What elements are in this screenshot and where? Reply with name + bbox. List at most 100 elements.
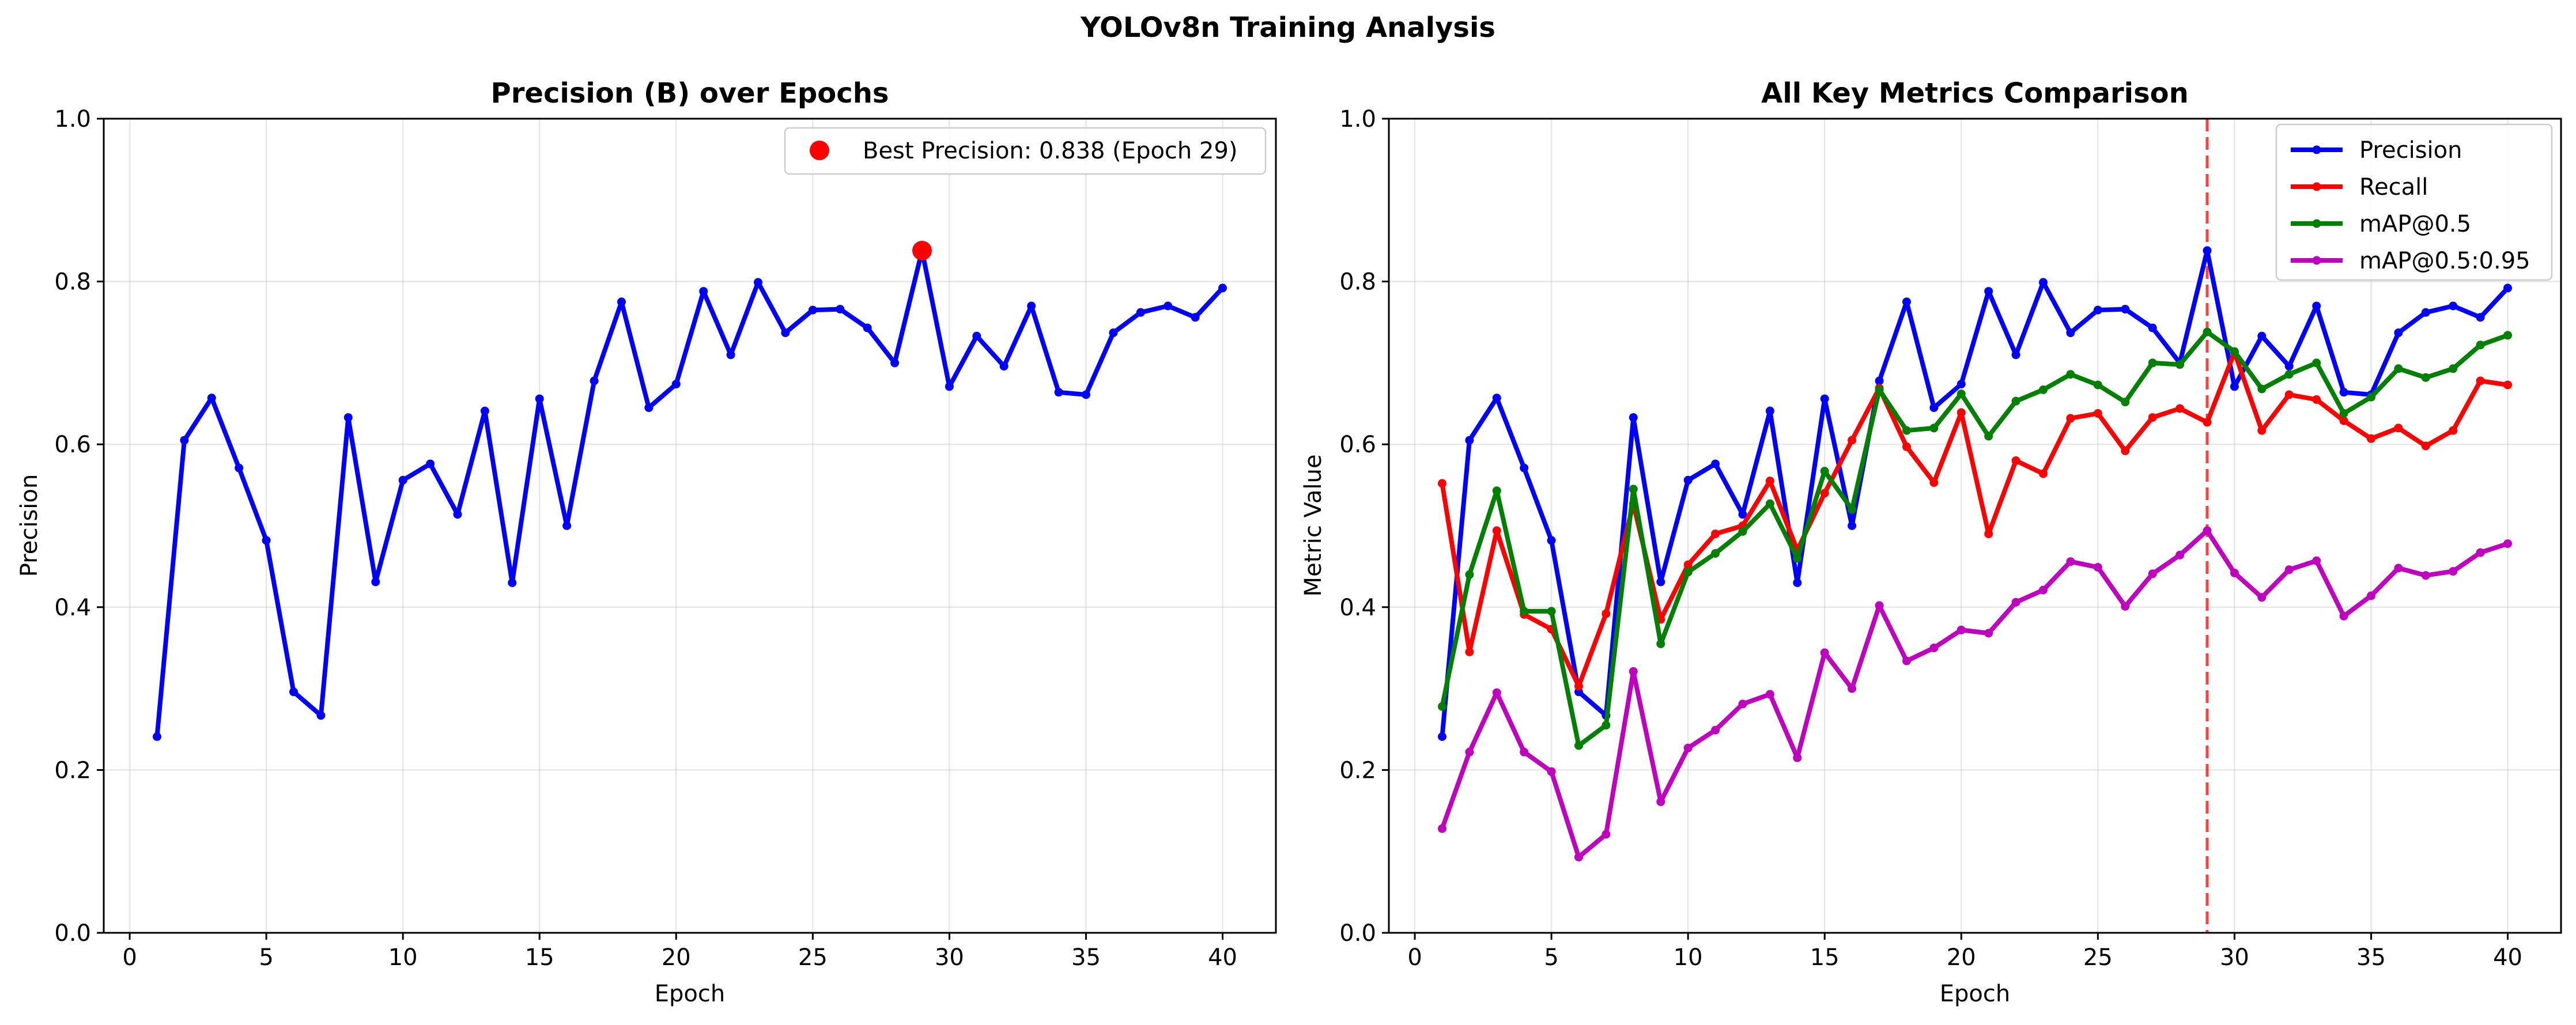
data-point-precision xyxy=(562,521,572,530)
precision-x-tick-label: 20 xyxy=(662,944,691,971)
data-point-map-0-5 xyxy=(1656,639,1665,648)
data-point-map-0-5 xyxy=(1793,554,1802,563)
best-precision-legend-marker xyxy=(810,141,829,160)
data-point-recall xyxy=(2449,426,2458,435)
data-point-recall xyxy=(2503,380,2512,389)
data-point-recall xyxy=(2367,434,2375,443)
metrics-x-tick-label: 5 xyxy=(1544,944,1558,971)
data-point-map-0-5-0-95 xyxy=(1738,699,1747,709)
data-point-precision xyxy=(398,475,407,485)
data-point-precision xyxy=(235,463,244,472)
data-point-precision xyxy=(1191,313,1200,322)
data-point-recall xyxy=(1574,682,1583,691)
data-point-map-0-5-0-95 xyxy=(2449,567,2458,576)
data-point-recall xyxy=(1984,529,1993,539)
data-point-precision xyxy=(2011,350,2020,360)
data-point-precision xyxy=(2476,313,2485,322)
data-point-map-0-5-0-95 xyxy=(1929,644,1939,652)
data-point-map-0-5 xyxy=(2148,358,2157,368)
precision-x-tick-label: 10 xyxy=(388,944,418,971)
data-point-map-0-5 xyxy=(2203,327,2212,336)
data-point-recall xyxy=(2011,456,2020,465)
data-point-map-0-5-0-95 xyxy=(2421,571,2430,580)
precision-legend-frame xyxy=(784,127,1267,175)
data-point-recall xyxy=(2203,418,2212,427)
data-point-precision xyxy=(2121,305,2130,314)
data-point-map-0-5 xyxy=(1929,423,1939,433)
data-point-recall xyxy=(2421,441,2430,451)
metrics-y-axis-label: Metric Value xyxy=(1300,455,1327,597)
precision-chart-title: Precision (B) over Epochs xyxy=(491,77,889,109)
data-point-precision xyxy=(671,380,681,389)
data-point-map-0-5-0-95 xyxy=(2203,526,2212,535)
data-point-precision xyxy=(207,394,216,403)
data-point-map-0-5-0-95 xyxy=(2148,569,2157,578)
precision-y-tick-label: 0.0 xyxy=(54,920,91,947)
metrics-y-tick-label: 1.0 xyxy=(1339,106,1376,133)
data-point-precision xyxy=(1902,297,1911,307)
precision-x-axis-label: Epoch xyxy=(655,981,725,1007)
legend-label-map-0-5-0-95: mAP@0.5:0.95 xyxy=(2359,248,2530,274)
data-point-map-0-5 xyxy=(2093,380,2102,389)
precision-x-tick-label: 30 xyxy=(935,944,964,971)
metrics-legend-frame xyxy=(2275,123,2553,281)
metrics-x-tick-label: 0 xyxy=(1407,944,1422,971)
data-point-precision xyxy=(180,436,189,445)
data-point-map-0-5 xyxy=(2394,364,2403,373)
data-point-recall xyxy=(2339,416,2348,425)
data-point-precision xyxy=(1492,394,1501,403)
data-point-recall xyxy=(1438,479,1446,488)
data-point-map-0-5 xyxy=(1438,702,1446,711)
data-point-map-0-5-0-95 xyxy=(1902,656,1911,665)
legend-label-precision: Precision xyxy=(2359,137,2462,164)
metrics-x-tick-label: 30 xyxy=(2220,944,2249,971)
metrics-chart-legend: Precision Recall mAP@0.5 mAP@0.5:0.95 xyxy=(2275,123,2553,281)
data-point-precision xyxy=(2039,278,2048,287)
data-point-map-0-5 xyxy=(2284,370,2294,379)
metrics-x-tick-label: 10 xyxy=(1674,944,1703,971)
data-point-map-0-5-0-95 xyxy=(1438,824,1446,833)
data-point-map-0-5 xyxy=(1465,570,1474,579)
data-point-precision xyxy=(2148,323,2157,332)
precision-y-tick-label: 0.4 xyxy=(54,595,91,621)
data-point-precision xyxy=(836,305,845,314)
data-point-map-0-5 xyxy=(1683,568,1693,577)
data-point-map-0-5 xyxy=(2421,373,2430,382)
data-point-map-0-5 xyxy=(2339,409,2348,418)
data-point-recall xyxy=(2039,469,2048,478)
data-point-map-0-5 xyxy=(2066,370,2075,379)
data-point-precision xyxy=(2312,301,2321,311)
data-point-map-0-5-0-95 xyxy=(1984,629,1993,638)
data-point-precision xyxy=(890,358,900,368)
metrics-x-axis-label: Epoch xyxy=(1940,981,2010,1007)
data-point-map-0-5 xyxy=(2449,364,2458,373)
data-point-map-0-5 xyxy=(1520,607,1529,616)
data-point-map-0-5-0-95 xyxy=(2121,602,2130,611)
data-point-precision xyxy=(726,350,735,360)
data-point-recall xyxy=(2093,409,2102,418)
data-point-map-0-5-0-95 xyxy=(1520,747,1529,757)
legend-marker-precision xyxy=(2312,145,2321,154)
data-point-map-0-5 xyxy=(2367,392,2375,402)
data-point-map-0-5-0-95 xyxy=(2284,565,2294,574)
data-point-precision xyxy=(1984,287,1993,296)
data-point-precision xyxy=(2203,246,2212,255)
data-point-map-0-5 xyxy=(1738,527,1747,536)
data-point-precision xyxy=(1218,283,1227,293)
data-point-map-0-5 xyxy=(2121,398,2130,407)
data-point-recall xyxy=(1683,560,1693,569)
data-point-precision xyxy=(1793,578,1802,587)
data-point-precision xyxy=(371,577,380,587)
data-point-map-0-5-0-95 xyxy=(2476,548,2485,557)
data-point-map-0-5 xyxy=(1629,485,1638,494)
data-point-precision xyxy=(316,711,326,720)
data-point-precision xyxy=(1465,436,1474,445)
legend-marker-recall xyxy=(2312,182,2321,191)
data-point-precision xyxy=(2449,301,2458,311)
data-point-precision xyxy=(426,459,435,468)
data-point-map-0-5 xyxy=(1848,505,1857,514)
metrics-comparison-chart-panel: All Key Metrics Comparison 0 5 10 15 20 25 30 3… xyxy=(1300,77,2562,1007)
data-point-precision xyxy=(1656,577,1665,587)
data-point-map-0-5-0-95 xyxy=(2011,597,2020,607)
